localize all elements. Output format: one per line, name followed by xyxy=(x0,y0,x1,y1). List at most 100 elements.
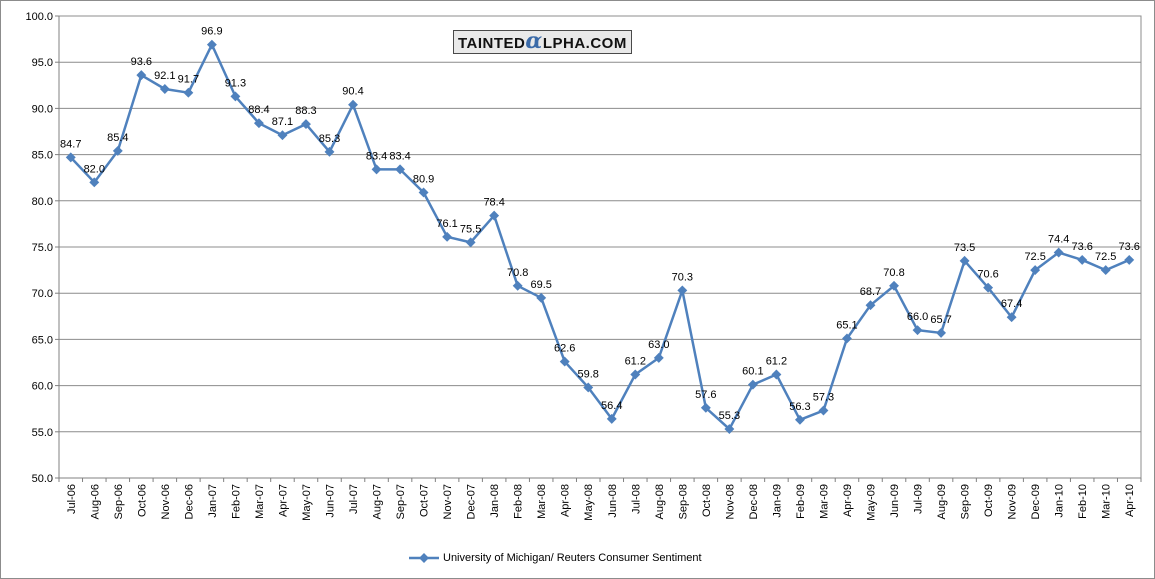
series-line-path xyxy=(69,43,1130,431)
series-markers xyxy=(65,39,1135,434)
data-point xyxy=(983,282,994,293)
data-point xyxy=(536,292,547,303)
data-label: 70.3 xyxy=(672,271,693,283)
data-point xyxy=(489,210,500,221)
data-point xyxy=(724,424,735,434)
data-point xyxy=(747,379,758,390)
data-label: 85.3 xyxy=(319,133,340,145)
data-point xyxy=(230,91,241,102)
x-tick-label: Feb-10 xyxy=(1077,484,1089,519)
x-tick-labels: Jul-06 Aug-06 Sep-06 Oct-06 Nov-06 Dec-06 Jan-… xyxy=(66,484,1136,521)
data-point xyxy=(1124,254,1135,265)
x-tick-label: Nov-07 xyxy=(442,484,454,519)
watermark-logo: TAINTEDαLPHA.COM xyxy=(453,30,632,54)
x-tick-label: Jan-10 xyxy=(1054,484,1066,518)
data-point xyxy=(1077,254,1088,265)
data-point xyxy=(159,84,170,94)
data-point xyxy=(1100,265,1111,276)
data-point xyxy=(606,413,617,424)
x-tick-label: Nov-06 xyxy=(160,484,172,519)
data-label: 55.3 xyxy=(719,410,740,422)
data-label: 66.0 xyxy=(907,311,928,323)
data-point xyxy=(700,402,711,413)
data-label: 83.4 xyxy=(366,150,387,162)
x-tick-label: Apr-07 xyxy=(277,484,289,517)
x-tick-label: Sep-07 xyxy=(395,484,407,519)
y-tick-label: 55.0 xyxy=(32,427,53,439)
data-point xyxy=(653,352,664,363)
data-label: 91.7 xyxy=(178,74,199,86)
data-label: 57.3 xyxy=(813,392,834,404)
data-label: 69.5 xyxy=(530,279,551,291)
data-label: 59.8 xyxy=(578,368,599,380)
data-point xyxy=(936,327,947,338)
data-label: 74.4 xyxy=(1048,234,1069,246)
y-tick-label: 65.0 xyxy=(32,334,53,346)
data-point xyxy=(794,414,805,425)
data-point xyxy=(1053,247,1064,258)
x-tick-label: May-07 xyxy=(301,484,313,521)
data-label: 57.6 xyxy=(695,389,716,401)
x-tick-label: Jun-07 xyxy=(325,484,337,518)
data-point xyxy=(89,177,100,188)
logo-text-before: TAINTED xyxy=(458,35,526,52)
data-label: 63.0 xyxy=(648,339,669,351)
data-label: 91.3 xyxy=(225,77,246,89)
x-tick-label: Jul-07 xyxy=(348,484,360,514)
x-tick-label: Jan-08 xyxy=(489,484,501,518)
data-point xyxy=(442,231,453,242)
data-label: 92.1 xyxy=(154,70,175,82)
data-point xyxy=(889,280,899,291)
y-tick-label: 100.0 xyxy=(25,11,53,23)
data-label: 83.4 xyxy=(389,150,410,162)
data-label: 96.9 xyxy=(201,26,222,38)
data-label: 56.3 xyxy=(789,401,810,413)
data-label: 82.0 xyxy=(84,163,105,175)
x-tick-label: Mar-07 xyxy=(254,484,266,519)
x-tick-label: Sep-08 xyxy=(677,484,689,519)
data-label: 76.1 xyxy=(436,218,457,230)
x-tick-label: Jun-09 xyxy=(889,484,901,518)
y-tick-label: 85.0 xyxy=(32,150,53,162)
y-tick-labels: 50.0 55.0 60.0 65.0 70.0 75.0 80.0 85.0 90.0 95.0… xyxy=(25,11,53,485)
x-tick-label: Jun-08 xyxy=(607,484,619,518)
data-label: 70.6 xyxy=(977,269,998,281)
data-labels: 84.7 82.0 85.4 93.692.1 91.7 96.9 91.3 88.487.1… xyxy=(60,26,1140,422)
data-point xyxy=(771,369,782,380)
data-label: 75.5 xyxy=(460,223,481,235)
data-label: 70.8 xyxy=(883,267,904,279)
x-tick-label: Apr-08 xyxy=(560,484,572,517)
data-point xyxy=(818,405,829,416)
data-point xyxy=(912,325,923,336)
data-point xyxy=(842,333,852,344)
y-tick-label: 50.0 xyxy=(32,473,53,485)
x-tick-label: Aug-08 xyxy=(654,484,666,519)
data-point xyxy=(395,164,406,175)
logo-text-after: LPHA.COM xyxy=(542,35,627,52)
data-label: 73.5 xyxy=(954,242,975,254)
x-tick-label: Jul-09 xyxy=(913,484,925,514)
data-label: 80.9 xyxy=(413,173,434,185)
x-tick-label: Feb-07 xyxy=(230,484,242,519)
data-point xyxy=(112,145,123,156)
data-label: 73.6 xyxy=(1071,241,1092,253)
data-point xyxy=(630,369,641,380)
x-tick-label: Oct-06 xyxy=(136,484,148,517)
x-tick-label: Dec-07 xyxy=(466,484,478,519)
data-point xyxy=(1006,312,1017,323)
data-point xyxy=(206,39,217,50)
data-point xyxy=(865,300,876,311)
axes xyxy=(55,15,1142,482)
data-label: 68.7 xyxy=(860,286,881,298)
data-point xyxy=(183,87,194,98)
x-tick-label: Aug-09 xyxy=(936,484,948,519)
legend-marker xyxy=(419,553,429,563)
x-tick-label: Jul-08 xyxy=(630,484,642,514)
y-tick-label: 70.0 xyxy=(32,288,53,300)
data-point xyxy=(136,70,147,81)
data-label: 78.4 xyxy=(483,197,504,209)
x-tick-label: Apr-09 xyxy=(842,484,854,517)
x-tick-label: Sep-06 xyxy=(113,484,125,519)
x-tick-label: Sep-09 xyxy=(960,484,972,519)
